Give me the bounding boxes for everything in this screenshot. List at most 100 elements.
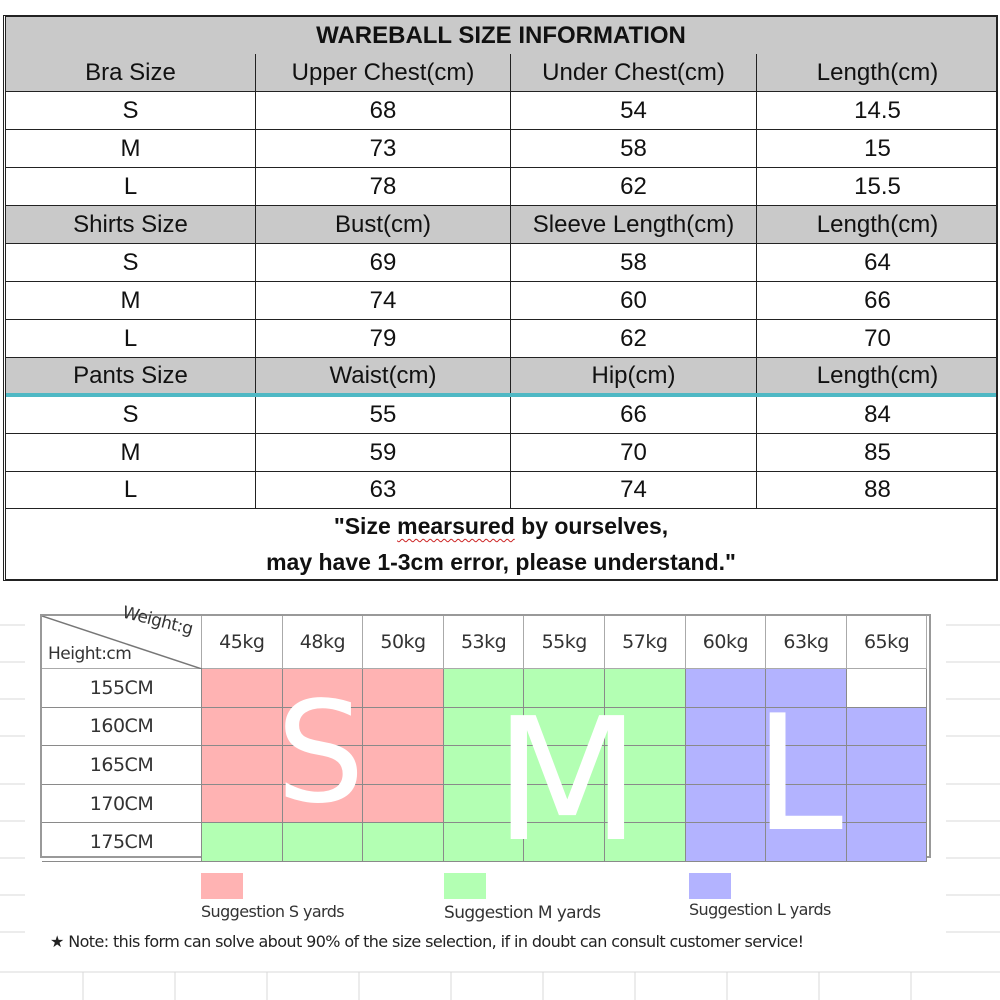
size-cell: M xyxy=(6,130,256,167)
table-row: S 68 54 14.5 xyxy=(6,92,996,130)
weight-header-cell: 63kg xyxy=(766,616,847,669)
size-cell-m xyxy=(202,823,283,862)
size-cell: S xyxy=(6,92,256,129)
value-cell: 88 xyxy=(864,476,891,503)
value-cell: 63 xyxy=(256,472,511,508)
value-cell: 66 xyxy=(511,397,757,433)
value-cell: 54 xyxy=(511,92,757,129)
value-cell: 59 xyxy=(256,434,511,471)
size-cell-l xyxy=(846,707,928,747)
size-cell-l xyxy=(766,784,847,824)
size-cell-l xyxy=(846,784,928,824)
weight-header-cell: 48kg xyxy=(282,616,364,669)
value-cell: 70 xyxy=(511,434,757,471)
size-cell-m xyxy=(524,707,605,747)
size-cell-l xyxy=(846,823,928,862)
size-cell-m xyxy=(524,784,605,824)
size-cell-l xyxy=(685,669,767,708)
chart-grid: Weight:g Height:cm 45kg 48kg 50kg 53kg 55kg 5… xyxy=(42,603,929,862)
legend-swatch-s xyxy=(201,873,243,899)
pants-header-row: Pants Size Waist(cm) Hip(cm) Length(cm) xyxy=(6,358,996,394)
note-line-2: may have 1-3cm error, please understand.… xyxy=(266,549,736,575)
misspelled-word: mearsured xyxy=(397,513,515,539)
size-information-table: WAREBALL SIZE INFORMATION Bra Size Upper… xyxy=(3,15,998,581)
size-cell-s xyxy=(202,707,283,747)
value-cell: 60 xyxy=(511,282,757,319)
note-text: "Size xyxy=(333,513,398,539)
value-cell: 15 xyxy=(864,134,891,162)
size-cell-empty xyxy=(846,669,928,708)
size-cell-l xyxy=(766,707,847,747)
header-cell: Pants Size xyxy=(6,358,256,394)
header-cell: Upper Chest(cm) xyxy=(256,54,511,91)
size-cell-m xyxy=(363,823,444,862)
value-cell: 66 xyxy=(864,286,891,314)
size-cell-l xyxy=(766,669,847,708)
value-cell: 68 xyxy=(256,92,511,129)
header-cell: Under Chest(cm) xyxy=(511,54,757,91)
header-cell: Shirts Size xyxy=(6,206,256,243)
size-cell: S xyxy=(6,397,256,433)
size-cell-s xyxy=(202,669,283,708)
size-cell: S xyxy=(6,244,256,281)
weight-header-cell: 53kg xyxy=(443,616,525,669)
size-cell-s xyxy=(282,707,364,747)
table-row: S 55 66 84 xyxy=(6,397,996,434)
value-cell: 14.5 xyxy=(854,96,901,124)
legend-swatch-m xyxy=(444,873,486,899)
weight-header-cell: 65kg xyxy=(846,616,928,669)
height-row-label: 170CM xyxy=(42,784,202,824)
size-cell-s xyxy=(202,784,283,824)
header-cell: Length(cm) xyxy=(816,210,939,238)
table-row: L 78 62 15.5 xyxy=(6,168,996,206)
size-cell-s xyxy=(363,707,444,747)
size-cell: L xyxy=(6,320,256,357)
value-cell: 58 xyxy=(511,130,757,167)
value-cell: 84 xyxy=(864,401,891,428)
value-cell: 69 xyxy=(256,244,511,281)
header-cell: Length(cm) xyxy=(816,58,939,86)
measurement-note: "Size mearsured by ourselves, may have 1… xyxy=(6,509,996,579)
size-cell-m xyxy=(605,707,686,747)
size-cell-s xyxy=(363,746,444,785)
value-cell: 79 xyxy=(256,320,511,357)
weight-header-cell: 45kg xyxy=(202,616,283,669)
size-cell-l xyxy=(685,784,767,824)
table-row: L 63 74 88 xyxy=(6,472,996,509)
size-cell-l xyxy=(766,823,847,862)
shirts-header-row: Shirts Size Bust(cm) Sleeve Length(cm) L… xyxy=(6,206,996,244)
value-cell: 58 xyxy=(511,244,757,281)
table-row: M 74 60 66 xyxy=(6,282,996,320)
value-cell: 62 xyxy=(511,168,757,205)
size-cell-m xyxy=(443,823,525,862)
value-cell: 64 xyxy=(864,248,891,276)
note-text: by ourselves, xyxy=(514,513,669,539)
size-cell: M xyxy=(6,434,256,471)
weight-height-size-chart: Weight:g Height:cm 45kg 48kg 50kg 53kg 55kg 5… xyxy=(40,603,931,866)
size-cell-l xyxy=(846,746,928,785)
weight-header-cell: 57kg xyxy=(605,616,686,669)
chart-footnote: ★ Note: this form can solve about 90% of… xyxy=(50,932,804,951)
value-cell: 55 xyxy=(256,397,511,433)
size-cell-l xyxy=(766,746,847,785)
size-cell-l xyxy=(685,707,767,747)
size-cell-l xyxy=(685,746,767,785)
weight-header-cell: 55kg xyxy=(524,616,605,669)
size-cell-m xyxy=(524,669,605,708)
size-cell-m xyxy=(443,707,525,747)
height-axis-label: Height:cm xyxy=(48,644,132,664)
weight-header-cell: 60kg xyxy=(685,616,767,669)
corner-header-cell: Weight:g Height:cm xyxy=(42,603,202,669)
value-cell: 74 xyxy=(511,472,757,508)
star-icon: ★ xyxy=(50,932,64,951)
value-cell: 15.5 xyxy=(854,172,901,200)
size-cell-m xyxy=(443,784,525,824)
size-cell-m xyxy=(443,746,525,785)
size-cell-m xyxy=(605,746,686,785)
table-row: M 73 58 15 xyxy=(6,130,996,168)
size-cell-m xyxy=(443,669,525,708)
footnote-text: Note: this form can solve about 90% of t… xyxy=(68,932,804,951)
table-row: M 59 70 85 xyxy=(6,434,996,472)
size-cell: L xyxy=(6,472,256,508)
height-row-label: 165CM xyxy=(42,746,202,785)
